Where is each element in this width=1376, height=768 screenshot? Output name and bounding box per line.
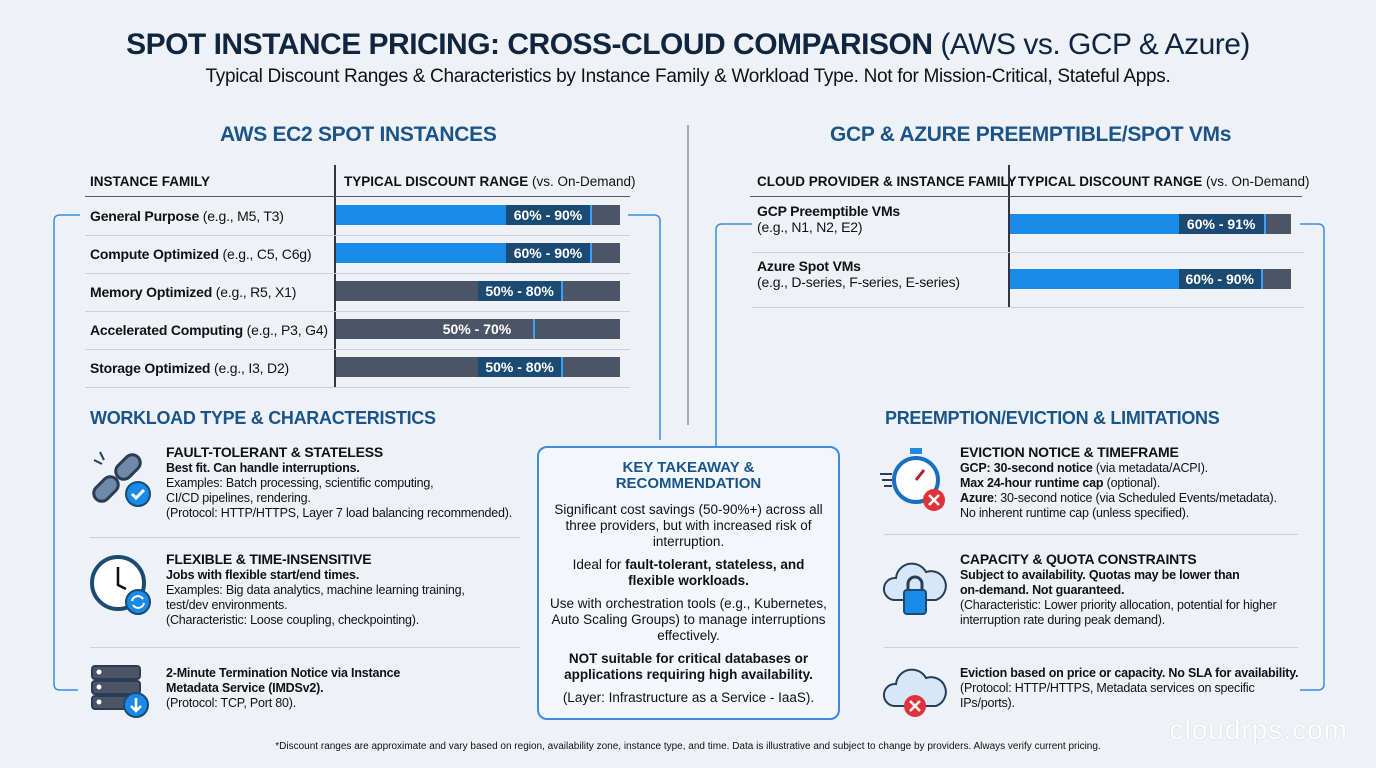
cloud-lock-icon — [882, 562, 947, 615]
discount-fill — [1010, 214, 1179, 234]
discount-bar: 50% - 80% — [336, 281, 620, 301]
limits-item-eviction-notice: EVICTION NOTICE & TIMEFRAME GCP: 30-seco… — [960, 444, 1277, 520]
workload-item-flexible: FLEXIBLE & TIME-INSENSITIVE Jobs with fle… — [166, 551, 465, 627]
takeaway-warning: NOT suitable for critical databases or a… — [564, 651, 813, 682]
aws-section-title: AWS EC2 SPOT INSTANCES — [220, 123, 497, 146]
row-label: Storage Optimized (e.g., I3, D2) — [90, 360, 290, 376]
gcp-section-title: GCP & AZURE PREEMPTIBLE/SPOT VMs — [830, 123, 1232, 146]
discount-fill — [336, 243, 507, 263]
gcp-col-divider — [1008, 165, 1010, 308]
workload-item-termination-notice: 2-Minute Termination Notice via Instance… — [166, 666, 401, 710]
discount-range-label: 60% - 90% — [506, 243, 592, 263]
limits-section-title: PREEMPTION/EVICTION & LIMITATIONS — [885, 408, 1220, 428]
cloud-x-icon — [882, 668, 947, 717]
footnote: *Discount ranges are approximate and var… — [275, 741, 1101, 752]
takeaway-ideal: Ideal for fault-tolerant, stateless, and… — [572, 557, 805, 588]
clock-refresh-icon — [90, 555, 151, 615]
discount-bar: 60% - 90% — [1010, 269, 1291, 289]
workload-item-fault-tolerant: FAULT-TOLERANT & STATELESS Best fit. Can … — [166, 444, 512, 520]
key-takeaway-box: KEY TAKEAWAY & RECOMMENDATION Significan… — [537, 446, 840, 720]
workload-section-title: WORKLOAD TYPE & CHARACTERISTICS — [90, 408, 436, 428]
discount-range-label: 60% - 91% — [1178, 214, 1266, 234]
gcp-col-range: TYPICAL DISCOUNT RANGE (vs. On-Demand) — [1018, 174, 1310, 189]
aws-col-range: TYPICAL DISCOUNT RANGE (vs. On-Demand) — [344, 174, 636, 189]
watermark: cloudrps.com — [1169, 714, 1348, 745]
takeaway-layer: (Layer: Infrastructure as a Service - Ia… — [562, 690, 815, 705]
discount-bar: 50% - 80% — [336, 357, 620, 377]
row-label: General Purpose (e.g., M5, T3) — [90, 208, 284, 224]
discount-range-label: 50% - 80% — [478, 281, 564, 301]
row-label: Azure Spot VMs (e.g., D-series, F-series,… — [757, 258, 960, 290]
discount-bar: 60% - 90% — [336, 205, 620, 225]
takeaway-savings: Significant cost savings (50-90%+) acros… — [554, 502, 823, 549]
discount-fill — [336, 205, 507, 225]
discount-range-label: 60% - 90% — [1178, 269, 1263, 289]
page-title: SPOT INSTANCE PRICING: CROSS-CLOUD COMPA… — [126, 28, 1250, 61]
discount-range-label: 50% - 80% — [478, 357, 564, 377]
discount-bar: 60% - 90% — [336, 243, 620, 263]
aws-col-family: INSTANCE FAMILY — [90, 174, 211, 189]
discount-range-label: 50% - 70% — [421, 319, 535, 339]
discount-fill — [1010, 269, 1179, 289]
row-label: Memory Optimized (e.g., R5, X1) — [90, 284, 297, 300]
row-label: GCP Preemptible VMs (e.g., N1, N2, E2) — [757, 203, 900, 235]
row-label: Accelerated Computing (e.g., P3, G4) — [90, 322, 328, 338]
takeaway-title: KEY TAKEAWAY & RECOMMENDATION — [615, 459, 762, 492]
page-subtitle: Typical Discount Ranges & Characteristic… — [205, 66, 1171, 87]
limits-item-eviction-basis: Eviction based on price or capacity. No … — [960, 666, 1299, 710]
discount-bar: 50% - 70% — [336, 319, 620, 339]
broken-chain-check-icon — [92, 451, 151, 507]
discount-range-label: 60% - 90% — [506, 205, 592, 225]
stopwatch-x-icon — [880, 448, 945, 511]
limits-item-capacity: CAPACITY & QUOTA CONSTRAINTS Subject to … — [960, 551, 1277, 627]
gcp-col-provider: CLOUD PROVIDER & INSTANCE FAMILY — [757, 174, 1017, 189]
takeaway-orchestration: Use with orchestration tools (e.g., Kube… — [550, 596, 827, 643]
discount-bar: 60% - 91% — [1010, 214, 1291, 234]
row-label: Compute Optimized (e.g., C5, C6g) — [90, 246, 312, 262]
aws-col-divider — [334, 165, 336, 387]
server-download-icon — [91, 665, 149, 718]
